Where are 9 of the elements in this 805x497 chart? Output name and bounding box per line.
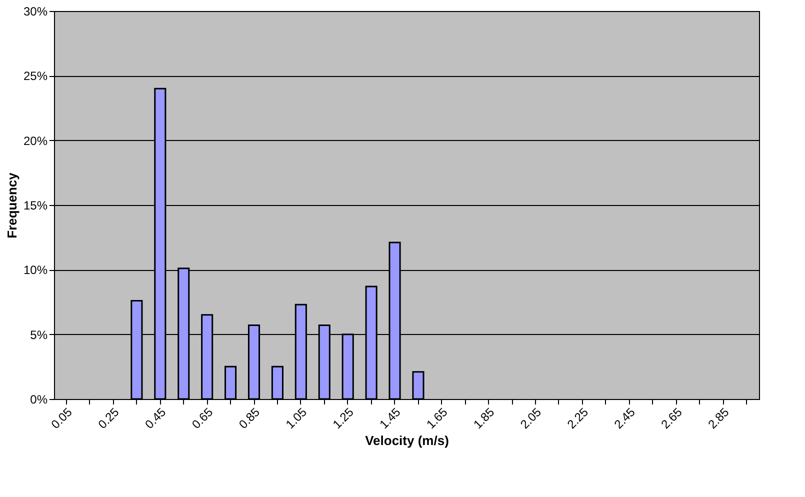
y-tick-label: 30%: [23, 4, 48, 18]
y-tick-label: 20%: [23, 134, 48, 148]
y-axis-title: Frequency: [4, 172, 20, 238]
y-tick-label: 15%: [23, 198, 48, 212]
y-tick-label: 0%: [30, 392, 48, 406]
x-axis-title: Velocity (m/s): [365, 432, 449, 448]
y-tick-label: 10%: [23, 263, 48, 278]
y-tick-label: 25%: [23, 69, 48, 84]
y-tick-label: 5%: [30, 328, 48, 342]
